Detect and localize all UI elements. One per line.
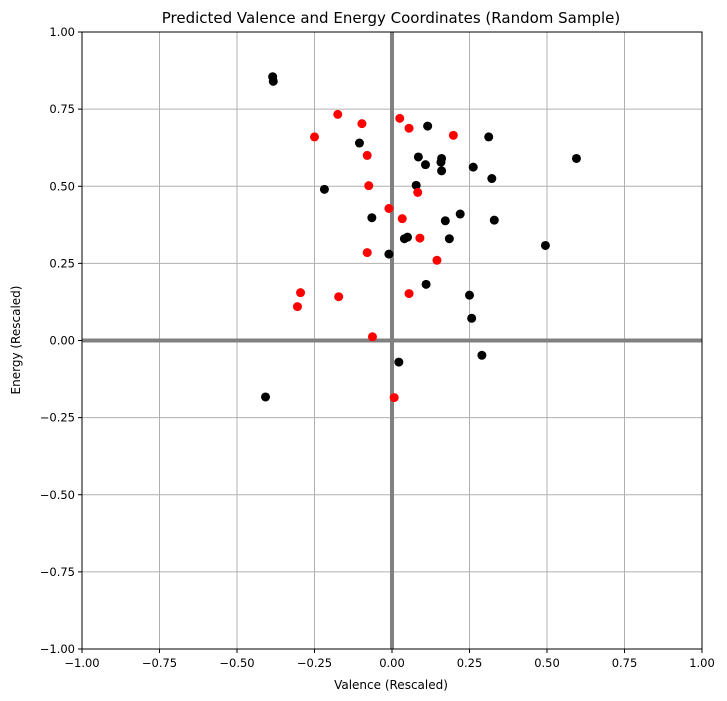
data-points: [261, 72, 581, 403]
data-point: [367, 213, 377, 223]
data-point: [415, 233, 425, 243]
data-point: [404, 123, 414, 133]
data-point: [444, 234, 454, 244]
data-point: [448, 130, 458, 140]
y-axis-label: Energy (Rescaled): [9, 286, 23, 395]
data-point: [413, 187, 423, 197]
data-point: [364, 181, 374, 191]
y-tick-label: −1.00: [40, 642, 75, 656]
x-tick-label: 0.25: [457, 656, 483, 670]
data-point: [394, 357, 404, 367]
y-tick-label: 1.00: [49, 25, 75, 39]
data-point: [571, 153, 581, 163]
data-point: [384, 203, 394, 213]
data-point: [268, 76, 278, 86]
x-tick-label: 0.50: [534, 656, 560, 670]
x-tick-label: 0.00: [379, 656, 405, 670]
data-point: [362, 150, 372, 160]
x-tick-label: −0.25: [297, 656, 332, 670]
y-tick-label: 0.50: [49, 179, 75, 193]
data-point: [292, 302, 302, 312]
data-point: [420, 160, 430, 170]
data-point: [421, 279, 431, 289]
x-tick-label: −0.75: [142, 656, 177, 670]
x-tick-label: 0.75: [612, 656, 638, 670]
x-tick-label: −1.00: [64, 656, 99, 670]
data-point: [432, 255, 442, 265]
data-point: [465, 290, 474, 300]
data-point: [362, 248, 372, 258]
data-point: [389, 393, 399, 403]
data-point: [333, 109, 343, 119]
chart-title: Predicted Valence and Energy Coordinates…: [162, 9, 621, 27]
data-point: [423, 121, 433, 131]
data-point: [334, 292, 344, 302]
data-point: [357, 119, 367, 129]
x-tick-label: −0.50: [219, 656, 254, 670]
x-axis-label: Valence (Rescaled): [334, 678, 448, 692]
data-point: [440, 216, 450, 226]
data-point: [437, 166, 447, 176]
data-point: [489, 215, 499, 225]
data-point: [540, 240, 550, 250]
data-point: [354, 138, 364, 148]
data-point: [384, 249, 394, 259]
y-tick-label: −0.50: [40, 488, 75, 502]
data-point: [261, 392, 271, 402]
data-point: [467, 313, 477, 323]
x-tick-label: 1.00: [689, 656, 715, 670]
data-point: [296, 288, 306, 298]
plot-frame: [81, 31, 703, 650]
data-point: [468, 162, 478, 172]
data-point: [436, 157, 446, 167]
data-point: [310, 132, 319, 142]
data-point: [319, 184, 329, 194]
data-point: [411, 180, 421, 190]
y-tick-label: −0.75: [40, 565, 75, 579]
y-tick-label: 0.25: [49, 256, 75, 270]
axis-ticks: −1.00 −0.75 −0.50 −0.25 0.00 0.25 0.50 0.75 1.00…: [40, 25, 715, 670]
y-tick-label: 0.75: [49, 102, 75, 116]
data-point: [395, 113, 405, 123]
data-point: [404, 289, 414, 299]
data-point: [477, 350, 487, 360]
data-point: [487, 174, 497, 184]
data-point: [397, 214, 407, 224]
y-tick-label: −0.25: [40, 411, 75, 425]
data-point: [413, 152, 423, 162]
data-point: [367, 332, 377, 342]
zero-lines: [82, 32, 702, 649]
y-tick-label: 0.00: [49, 334, 75, 348]
data-point: [484, 132, 494, 142]
data-point: [455, 209, 465, 219]
data-point: [399, 234, 409, 244]
